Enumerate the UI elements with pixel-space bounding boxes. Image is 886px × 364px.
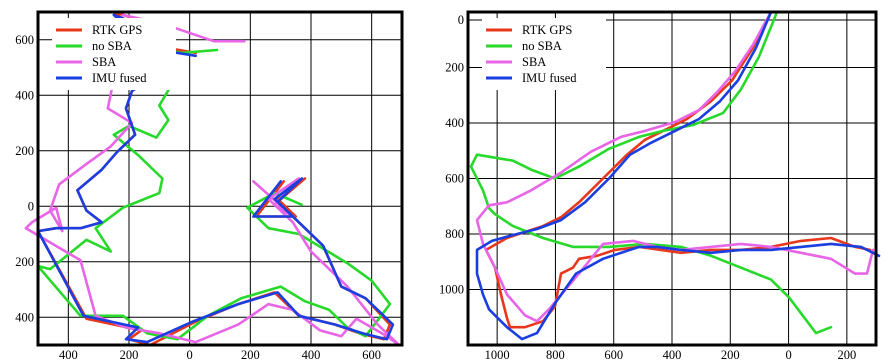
x-tick-label: 200: [721, 348, 740, 362]
legend-label-imu-fused: IMU fused: [522, 71, 577, 85]
y-tick-label: 600: [15, 33, 34, 47]
legend-label-rtk-gps: RTK GPS: [522, 23, 572, 37]
right-chart-panel: 1000 800 600 400 200 0 200 0 200 400 600 800 1000 RTK…: [439, 10, 881, 362]
series-line-imu-fused: [475, 10, 881, 341]
legend-label-sba: SBA: [92, 55, 116, 69]
legend-label-no-sba: no SBA: [522, 39, 562, 53]
y-tick-label: 200: [445, 61, 464, 75]
series-line-sba: [475, 10, 875, 323]
x-tick-label: 600: [604, 348, 623, 362]
y-tick-label: 0: [458, 13, 464, 27]
y-tick-label: 400: [15, 88, 34, 102]
plot-frame: [466, 10, 878, 347]
legend-label-rtk-gps: RTK GPS: [92, 23, 142, 37]
y-tick-label: 400: [445, 116, 464, 130]
y-tick-label: 200: [15, 144, 34, 158]
y-tick-label: 800: [445, 227, 464, 241]
y-tick-label: 600: [445, 172, 464, 186]
legend-label-imu-fused: IMU fused: [92, 71, 147, 85]
x-tick-label: 400: [663, 348, 682, 362]
x-tick-label: 0: [187, 348, 193, 362]
series-line-sba: [24, 13, 401, 347]
series-line-no-sba: [469, 10, 833, 335]
y-tick-label: 400: [15, 310, 34, 324]
x-tick-label: 400: [59, 348, 78, 362]
x-tick-label: 400: [302, 348, 321, 362]
x-tick-label: 1000: [485, 348, 510, 362]
x-tick-label: 200: [120, 348, 139, 362]
left-chart-panel: 400 200 0 200 400 600 600 400 200 0 200 400 RTK GPS n…: [15, 10, 404, 362]
legend-label-no-sba: no SBA: [92, 39, 132, 53]
y-tick-label: 0: [28, 199, 34, 213]
x-tick-label: 200: [241, 348, 260, 362]
y-tick-label: 200: [15, 255, 34, 269]
x-tick-label: 200: [837, 348, 856, 362]
x-tick-label: 0: [785, 348, 791, 362]
legend-label-sba: SBA: [522, 55, 546, 69]
plot-frame: [36, 10, 404, 347]
x-tick-label: 600: [362, 348, 381, 362]
series-line-rtk-gps: [484, 10, 872, 329]
x-tick-label: 800: [546, 348, 565, 362]
y-tick-label: 1000: [439, 283, 464, 297]
